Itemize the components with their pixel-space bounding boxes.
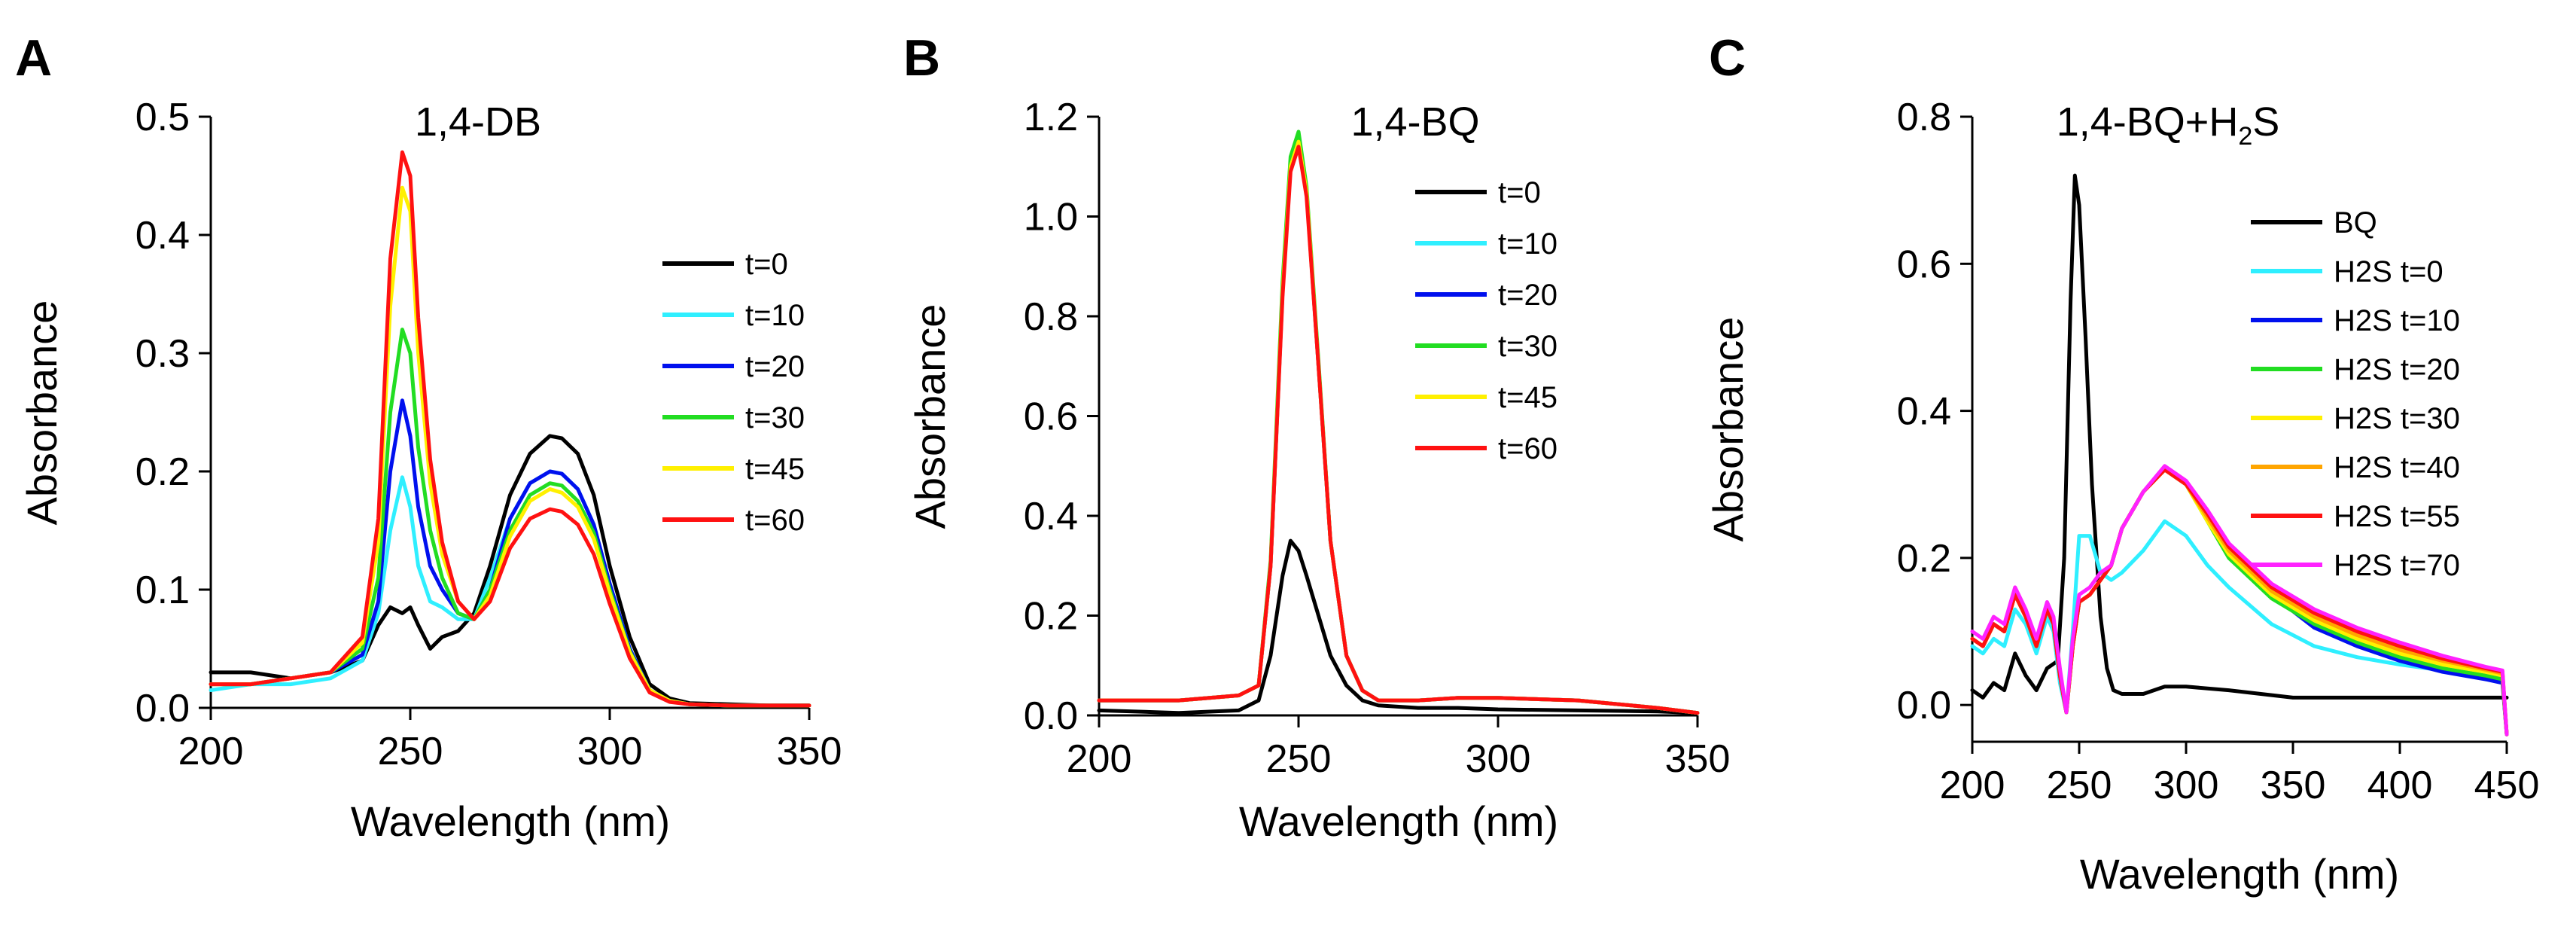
legend-label-a-0: t=0 xyxy=(745,248,788,281)
legend-label-a-1: t=10 xyxy=(745,299,805,332)
legend-label-b-3: t=30 xyxy=(1498,330,1557,363)
chart-title-b: 1,4-BQ xyxy=(1350,99,1479,145)
y-tick-label-b-0: 0.0 xyxy=(1024,694,1078,738)
series-line-c-6 xyxy=(1970,468,2509,736)
panel-letter-b: B xyxy=(903,29,940,87)
legend-label-b-2: t=20 xyxy=(1498,279,1557,312)
x-axis-title-b: Wavelength (nm) xyxy=(1239,797,1558,845)
x-tick-label-c-2: 300 xyxy=(2154,764,2219,807)
x-tick-label-a-3: 350 xyxy=(777,730,842,773)
y-tick-label-b-1: 0.2 xyxy=(1024,595,1078,639)
legend-label-b-5: t=60 xyxy=(1498,432,1557,465)
chart-title-c: 1,4-BQ+H2S xyxy=(2057,99,2280,151)
y-tick-label-a-5: 0.5 xyxy=(135,96,190,139)
legend-label-b-4: t=45 xyxy=(1498,381,1557,414)
x-tick-label-b-0: 200 xyxy=(1067,737,1132,781)
series-line-c-1 xyxy=(1970,519,2509,736)
y-tick-label-b-2: 0.4 xyxy=(1024,495,1078,538)
panel-letter-a: A xyxy=(15,29,52,87)
series-line-c-0 xyxy=(1970,173,2509,700)
chart-title-c-sub: 2 xyxy=(2238,122,2252,151)
y-tick-label-c-0: 0.0 xyxy=(1897,684,1951,727)
x-tick-label-b-1: 250 xyxy=(1266,737,1332,781)
x-tick-label-a-1: 250 xyxy=(378,730,443,773)
plot-area-a: 0.0 0.1 0.2 0.3 0.4 0.5 200 250 300 350 t=0 t=10 t=2… xyxy=(135,96,842,773)
x-tick-label-c-1: 250 xyxy=(2047,764,2112,807)
x-tick-label-c-5: 450 xyxy=(2474,764,2540,807)
y-tick-label-c-4: 0.8 xyxy=(1897,96,1951,139)
legend-label-a-2: t=20 xyxy=(745,350,805,383)
y-tick-label-a-1: 0.1 xyxy=(135,569,190,612)
chart-title-c-main: 1,4-BQ+H xyxy=(2057,99,2239,145)
y-axis-title-a: Absorbance xyxy=(18,300,65,526)
legend-label-c-5: H2S t=40 xyxy=(2334,451,2460,484)
y-tick-label-a-0: 0.0 xyxy=(135,687,190,730)
legend-label-a-5: t=60 xyxy=(745,504,805,537)
y-tick-label-a-2: 0.2 xyxy=(135,450,190,494)
legend-label-c-7: H2S t=70 xyxy=(2334,549,2460,582)
y-tick-label-b-4: 0.8 xyxy=(1024,295,1078,339)
x-tick-label-a-2: 300 xyxy=(577,730,643,773)
plot-area-b: 0.0 0.2 0.4 0.6 0.8 1.0 1.2 200 250 300 350 t=0 t=10… xyxy=(1024,96,1731,781)
panel-letter-c: C xyxy=(1709,29,1746,87)
y-tick-label-c-2: 0.4 xyxy=(1897,390,1951,434)
legend-label-c-3: H2S t=20 xyxy=(2334,353,2460,386)
series-line-c-7 xyxy=(1970,464,2509,736)
chart-title-a: 1,4-DB xyxy=(415,99,541,145)
chart-title-c-tail: S xyxy=(2252,99,2279,145)
series-line-a-5 xyxy=(209,150,811,708)
legend-label-a-4: t=45 xyxy=(745,453,805,486)
y-tick-label-c-1: 0.2 xyxy=(1897,537,1951,581)
panel-c: C 1,4-BQ+H2S 0.0 0.2 0.4 0.6 0.8 200 250 300 350… xyxy=(1704,29,2539,898)
legend-label-c-4: H2S t=30 xyxy=(2334,402,2460,435)
x-tick-label-c-4: 400 xyxy=(2367,764,2433,807)
legend-label-a-3: t=30 xyxy=(745,401,805,435)
legend-label-b-0: t=0 xyxy=(1498,176,1541,209)
legend-label-c-0: BQ xyxy=(2334,206,2377,239)
x-tick-label-b-3: 350 xyxy=(1665,737,1731,781)
y-tick-label-b-3: 0.6 xyxy=(1024,395,1078,439)
x-axis-title-a: Wavelength (nm) xyxy=(351,797,670,845)
series-line-b-0 xyxy=(1097,538,1700,715)
y-axis-title-b: Absorbance xyxy=(906,304,954,529)
series-line-b-2 xyxy=(1097,139,1700,715)
y-tick-label-b-5: 1.0 xyxy=(1024,196,1078,239)
x-axis-title-c: Wavelength (nm) xyxy=(2080,850,2399,898)
legend-label-c-1: H2S t=0 xyxy=(2334,255,2444,288)
series-line-a-1 xyxy=(209,469,811,708)
panel-a: A 1,4-DB 0.0 0.1 0.2 0.3 0.4 0.5 200 250 300 350 t… xyxy=(15,29,842,845)
x-tick-label-b-2: 300 xyxy=(1466,737,1531,781)
legend-label-b-1: t=10 xyxy=(1498,227,1557,261)
series-line-a-0 xyxy=(209,434,811,708)
x-tick-label-a-0: 200 xyxy=(178,730,244,773)
series-line-b-1 xyxy=(1097,135,1700,715)
legend-label-c-2: H2S t=10 xyxy=(2334,304,2460,337)
legend-label-c-6: H2S t=55 xyxy=(2334,500,2460,533)
y-tick-label-c-3: 0.6 xyxy=(1897,242,1951,286)
y-tick-label-b-6: 1.2 xyxy=(1024,96,1078,139)
x-tick-label-c-0: 200 xyxy=(1940,764,2005,807)
y-axis-title-c: Absorbance xyxy=(1704,317,1752,542)
y-tick-label-a-4: 0.4 xyxy=(135,214,190,258)
x-tick-label-c-3: 350 xyxy=(2261,764,2326,807)
panel-b: B 1,4-BQ 0.0 0.2 0.4 0.6 0.8 1.0 1.2 200 250 300 3… xyxy=(903,29,1730,845)
plot-area-c: 0.0 0.2 0.4 0.6 0.8 200 250 300 350 400 450 BQ H2S t… xyxy=(1897,96,2540,807)
y-tick-label-a-3: 0.3 xyxy=(135,332,190,376)
series-line-b-3 xyxy=(1097,130,1700,715)
series-line-b-5 xyxy=(1097,145,1700,715)
series-line-b-4 xyxy=(1097,139,1700,715)
